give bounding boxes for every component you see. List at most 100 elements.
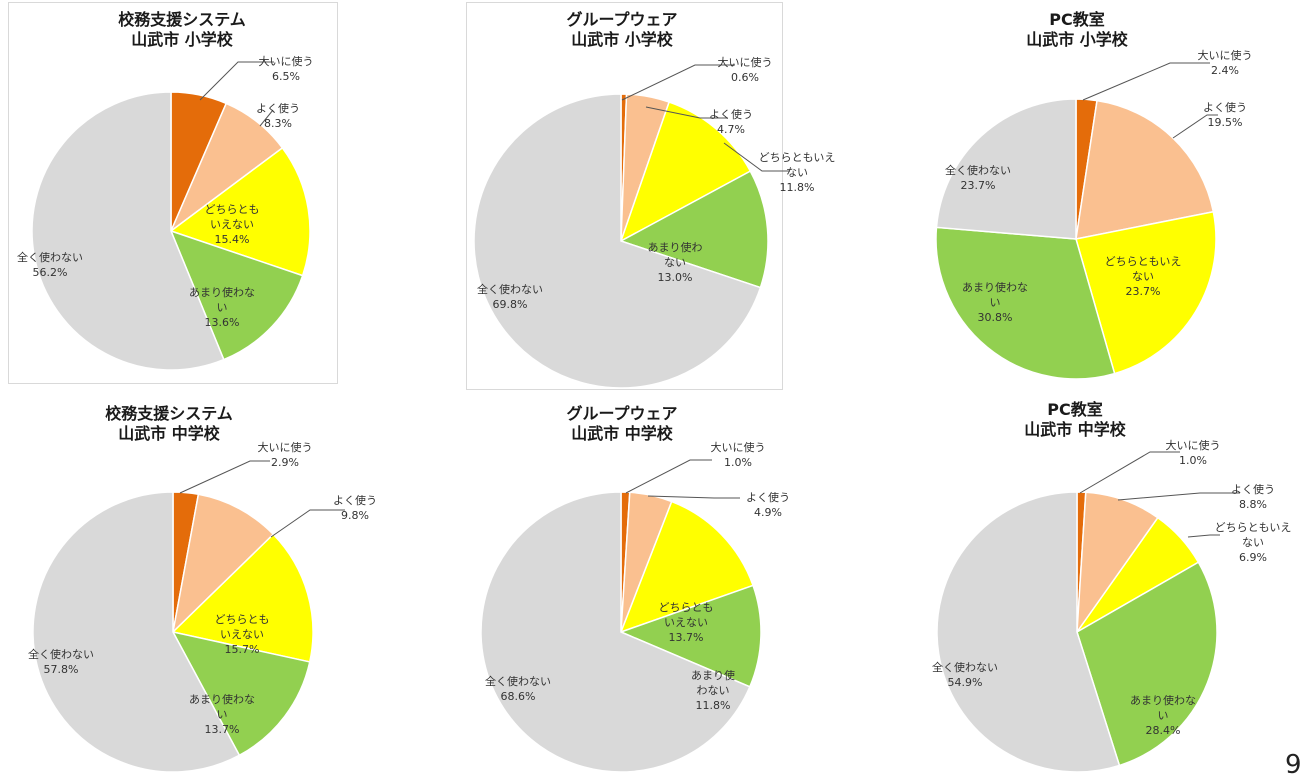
slice-label-text: あまり使わな: [962, 281, 1028, 294]
slice-label-text: あまり使わな: [189, 693, 255, 706]
slice-percent: 2.4%: [1211, 64, 1239, 77]
pie-slice: [1076, 561, 1218, 767]
slice-label-text: よく使う: [709, 108, 753, 121]
slice-percent: 68.6%: [500, 690, 536, 703]
slice-label-text: い: [989, 296, 1001, 309]
chart-title: グループウェア 山武市 中学校: [502, 404, 742, 444]
slice-label: 全く使わない 68.6%: [485, 674, 551, 704]
slice-percent: 1.0%: [724, 456, 752, 469]
chart-title-line: 山武市 中学校: [118, 424, 220, 443]
slice-label-text: あまり使わな: [1130, 694, 1196, 707]
leader-line: [179, 460, 270, 494]
slice-label-text: 全く使わない: [945, 164, 1011, 177]
slice-label: どちらともいえ ない 23.7%: [1105, 254, 1182, 299]
pie-slice: [1075, 210, 1217, 375]
slice-label-text: ない: [1132, 270, 1154, 283]
slice-percent: 9.8%: [341, 509, 369, 522]
pie-slice: [171, 493, 275, 635]
slice-label-text: あまり使: [691, 669, 735, 682]
slice-label: よく使う 4.7%: [709, 107, 753, 137]
slice-label-text: どちらとも: [214, 613, 270, 626]
slice-label-text: わない: [696, 684, 730, 697]
slice-label-text: 大いに使う: [1197, 49, 1253, 62]
slice-label-text: ない: [664, 256, 686, 269]
slice-label: よく使う 4.9%: [746, 490, 790, 520]
chart-title-line: PC教室: [1047, 400, 1103, 419]
chart-title-line: 山武市 中学校: [571, 424, 673, 443]
slice-label: 大いに使う 1.0%: [711, 440, 766, 470]
chart-title: 校務支援システム 山武市 小学校: [62, 10, 302, 50]
leader-line: [1117, 492, 1240, 501]
slice-label-text: どちらともいえ: [758, 151, 836, 164]
slice-label-text: いえない: [220, 628, 264, 641]
chart-title-line: 校務支援システム: [105, 404, 233, 423]
slice-percent: 1.0%: [1179, 454, 1207, 467]
chart-title: PC教室 山武市 中学校: [955, 400, 1195, 440]
slice-label-text: どちらとも: [658, 601, 714, 614]
slice-percent: 56.2%: [32, 266, 68, 279]
chart-title-line: 山武市 小学校: [571, 30, 673, 49]
pie-slice: [619, 500, 754, 634]
slice-percent: 23.7%: [1125, 285, 1161, 298]
pie-slice: [935, 226, 1116, 380]
slice-percent: 4.9%: [754, 506, 782, 519]
pie-slice: [169, 146, 311, 277]
pie-slice: [31, 91, 225, 371]
pie-slice: [619, 170, 769, 289]
slice-label-text: いえない: [210, 218, 254, 231]
slice-label: よく使う 8.8%: [1231, 482, 1275, 512]
chart-title-line: グループウェア: [566, 404, 678, 423]
slice-label: 大いに使う 1.0%: [1166, 438, 1221, 468]
slice-label: どちらともいえない 15.7%: [215, 612, 270, 657]
leader-line: [1079, 451, 1180, 494]
slice-label-text: い: [216, 708, 228, 721]
slice-label: 大いに使う 2.9%: [258, 440, 313, 470]
slice-percent: 6.9%: [1239, 551, 1267, 564]
slice-percent: 19.5%: [1207, 116, 1243, 129]
slice-percent: 23.7%: [960, 179, 996, 192]
slice-label-text: 全く使わない: [932, 661, 998, 674]
slice-label: 全く使わない 23.7%: [945, 163, 1011, 193]
slice-label: どちらとも いえない 13.7%: [659, 600, 714, 645]
chart-title-line: 山武市 小学校: [131, 30, 233, 49]
slice-percent: 11.8%: [779, 181, 815, 194]
slice-label-text: 大いに使う: [258, 55, 314, 68]
pie-slice: [473, 93, 762, 389]
leader-line: [259, 109, 274, 127]
slice-label: 全く使わない 57.8%: [28, 647, 94, 677]
slice-percent: 2.9%: [271, 456, 299, 469]
slice-percent: 15.7%: [224, 643, 260, 656]
chart-title-line: グループウェア: [566, 10, 678, 29]
leader-line: [1187, 534, 1220, 538]
slice-percent: 11.8%: [695, 699, 731, 712]
slice-label-text: よく使う: [333, 494, 377, 507]
slice-percent: 8.8%: [1239, 498, 1267, 511]
slice-percent: 15.4%: [214, 233, 250, 246]
slice-percent: 6.5%: [272, 70, 300, 83]
slice-label-text: あまり使わ: [647, 241, 703, 254]
slice-label: あまり使わない 30.8%: [962, 280, 1028, 325]
slice-label-text: 大いに使う: [710, 441, 766, 454]
pie-slice: [169, 229, 304, 361]
slice-label: どちらともいえ ない 6.9%: [1215, 520, 1292, 565]
leader-line: [647, 495, 740, 499]
slice-percent: 54.9%: [947, 676, 983, 689]
chart-title: PC教室 山武市 小学校: [957, 10, 1197, 50]
slice-percent: 30.8%: [977, 311, 1013, 324]
slice-label-text: い: [216, 301, 228, 314]
leader-line: [199, 61, 274, 101]
leader-line: [723, 142, 790, 172]
slice-label-text: いえない: [664, 616, 708, 629]
slice-label-text: 大いに使う: [1165, 439, 1221, 452]
pie-slice: [480, 491, 751, 773]
leader-line: [270, 509, 345, 538]
leader-line: [1172, 114, 1218, 139]
slice-label-text: よく使う: [1203, 101, 1247, 114]
leader-line: [625, 459, 712, 494]
slice-label-text: よく使う: [1231, 483, 1275, 496]
